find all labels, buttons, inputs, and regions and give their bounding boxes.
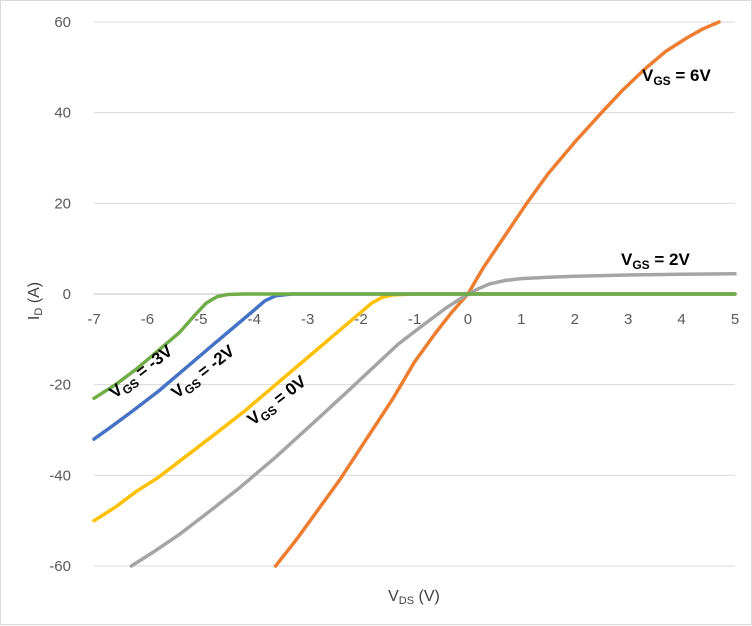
- y-tick-label-minus-40: -40: [49, 467, 71, 484]
- annotation-vgs-minus-3v: VGS = -3V: [106, 341, 179, 405]
- x-tick-label-4: 4: [677, 311, 685, 328]
- annotation-vgs-2v: VGS = 2V: [621, 250, 691, 272]
- annotation-vgs-6v: VGS = 6V: [642, 66, 712, 88]
- x-tick-label-minus-1: -1: [408, 311, 421, 328]
- y-tick-label-0: 0: [63, 286, 71, 303]
- x-tick-label-minus-5: -5: [194, 311, 207, 328]
- x-tick-label-5: 5: [731, 311, 739, 328]
- y-tick-label-40: 40: [54, 105, 71, 122]
- y-tick-label-minus-20: -20: [49, 377, 71, 394]
- y-tick-label-minus-60: -60: [49, 558, 71, 575]
- x-tick-label-3: 3: [624, 311, 632, 328]
- x-tick-label-2: 2: [571, 311, 579, 328]
- x-tick-label-minus-7: -7: [87, 311, 100, 328]
- series-line-vgs-2v: [129, 272, 737, 568]
- series-line-vgs-6v: [273, 20, 721, 568]
- y-axis-title: ID (A): [26, 282, 45, 320]
- y-tick-label-60: 60: [54, 14, 71, 31]
- x-axis-title: VDS (V): [388, 588, 440, 607]
- x-tick-label-minus-3: -3: [301, 311, 314, 328]
- series-line-vgs-0v: [92, 292, 737, 523]
- x-tick-label-1: 1: [517, 311, 525, 328]
- series-layer: [92, 20, 737, 568]
- x-tick-labels: -7 -6 -5 -4 -3 -2 -1 0 1 2 3 4 5: [87, 311, 739, 328]
- y-tick-label-20: 20: [54, 195, 71, 212]
- x-tick-label-minus-4: -4: [248, 311, 261, 328]
- x-tick-label-minus-2: -2: [354, 311, 367, 328]
- y-tick-labels: -60 -40 -20 0 20 40 60: [49, 14, 71, 575]
- series-line-vgs-minus-3v: [92, 292, 737, 401]
- x-tick-label-minus-6: -6: [141, 311, 154, 328]
- x-tick-label-0: 0: [464, 311, 472, 328]
